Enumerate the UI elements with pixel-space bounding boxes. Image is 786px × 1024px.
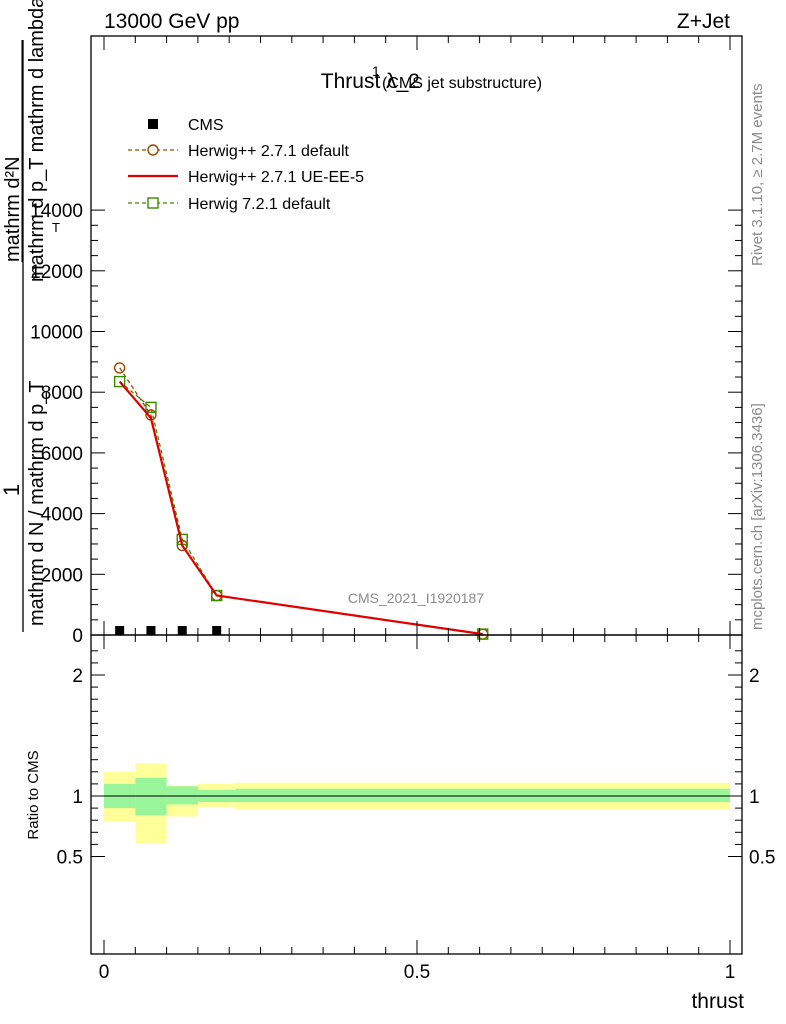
y-tick-label: 2000: [41, 565, 83, 586]
process-label: Z+Jet: [677, 10, 730, 33]
legend-marker-square: [147, 197, 159, 209]
ratio-y-tick-label-right: 2: [749, 666, 760, 687]
ratio-y-tick-label-right: 0.5: [749, 848, 775, 869]
cms-data-point: [177, 626, 187, 635]
y-label-secondary-numerator: mathrm d²N: [2, 156, 24, 262]
y-tick-label: 14000: [30, 201, 83, 222]
legend-label: Herwig++ 2.7.1 UE-EE-5: [188, 169, 364, 186]
y-tick-label: 12000: [30, 262, 83, 283]
y-tick-label: 6000: [41, 444, 83, 465]
ratio-inner-band: [235, 788, 730, 803]
main-plot-panel: 0 2000 4000 6000 8000 10000 12000 14000 Thrust …: [0, 0, 743, 647]
series-line-2: [118, 380, 483, 636]
plot-title: Thrust λ_2: [321, 70, 420, 93]
y-tick-label: 4000: [41, 505, 83, 526]
x-tick-label: 0.5: [404, 962, 430, 983]
energy-label: 13000 GeV pp: [104, 10, 239, 33]
main-y-axis-label: 1 mathrm d N / mathrm d p_T mathrm d²N m…: [0, 0, 60, 632]
y-tick-label: 10000: [30, 323, 83, 344]
legend-entry: CMS: [148, 117, 224, 134]
herwig-default-point: [113, 362, 126, 374]
y-tick-label: 8000: [41, 383, 83, 404]
legend: CMS Herwig++ 2.7.1 default Herwig++ 2.7.1 …: [128, 117, 364, 213]
analysis-watermark: CMS_2021_I1920187: [348, 590, 484, 606]
ratio-y-tick-label-left: 0.5: [57, 848, 83, 869]
legend-label: Herwig 7.2.1 default: [188, 196, 331, 213]
rivet-version-label: Rivet 3.1.10, ≥ 2.7M events: [749, 84, 766, 267]
legend-entry: Herwig++ 2.7.1 UE-EE-5: [128, 169, 364, 186]
herwig7-point: [145, 401, 157, 414]
x-tick-label: 0: [99, 962, 110, 983]
ratio-y-axis-label: Ratio to CMS: [25, 750, 42, 839]
ratio-inner-band: [135, 777, 167, 816]
legend-label: CMS: [188, 117, 224, 134]
legend-label: Herwig++ 2.7.1 default: [188, 143, 350, 160]
y-label-subscript: T: [52, 220, 60, 235]
ratio-y-tick-label-right: 1: [749, 787, 760, 808]
ratio-y-tick-label-left: 1: [72, 787, 83, 808]
y-label-one: 1: [0, 484, 24, 496]
cms-data-point: [115, 626, 125, 635]
cms-data-point: [212, 626, 222, 635]
y-label-secondary-denominator: mathrm d p_T mathrm d lambda: [26, 0, 48, 282]
mcplots-label: mcplots.cern.ch [arXiv:1306.3436]: [749, 403, 766, 630]
cms-data-point: [146, 626, 156, 635]
legend-marker-cms: [148, 119, 158, 129]
plot-title-superscript: 1: [372, 63, 380, 79]
ratio-inner-band: [166, 786, 198, 805]
herwig7-point: [113, 375, 126, 388]
legend-entry: Herwig++ 2.7.1 default: [128, 143, 350, 160]
x-tick-label: 1: [725, 962, 736, 983]
ratio-y-tick-label-left: 2: [72, 666, 83, 687]
legend-entry: Herwig 7.2.1 default: [128, 196, 331, 213]
x-axis-label: thrust: [691, 990, 744, 1013]
plot-subtitle: (CMS jet substructure): [382, 75, 542, 92]
y-tick-label: 0: [72, 626, 83, 647]
ratio-plot-panel: 0.5 0.5 1 1 2 2 0 0.5 1 Ratio to CMS thrust: [25, 634, 775, 1013]
y-label-denominator: mathrm d N / mathrm d p_T: [26, 380, 48, 626]
plot-title-main: Thrust λ_2: [321, 70, 420, 93]
legend-marker-circle: [147, 144, 159, 156]
